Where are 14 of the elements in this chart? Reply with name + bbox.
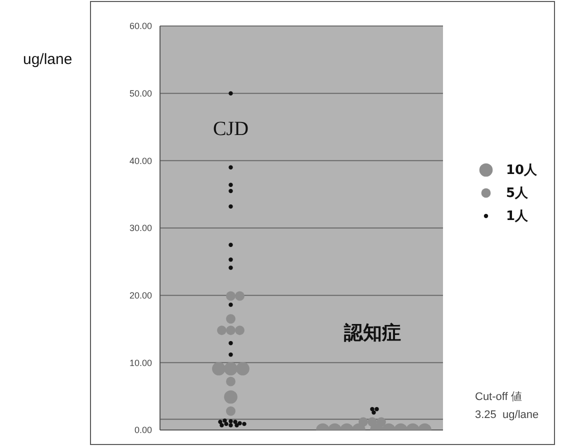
y-tick-label: 60.00 [129,21,152,32]
x-tick-label: 認知症 [342,321,402,346]
text: Cut-off 値 3.25 ug/lane [475,390,539,423]
y-tick-label: 10.00 [129,358,152,368]
y-tick-label: 0.00 [134,425,152,436]
x-tick-label: CJD [212,118,250,141]
legend-label: 1人 [506,208,528,224]
y-tick-label: 50.00 [129,88,152,99]
legend-label: 10人 [506,162,538,178]
y-tick-label: 30.00 [129,223,152,234]
y-tick-label: 20.00 [129,290,152,301]
y-axis-title: ug/lane [23,51,72,68]
y-tick-label: 40.00 [129,156,152,166]
legend-label: 5人 [506,184,528,202]
